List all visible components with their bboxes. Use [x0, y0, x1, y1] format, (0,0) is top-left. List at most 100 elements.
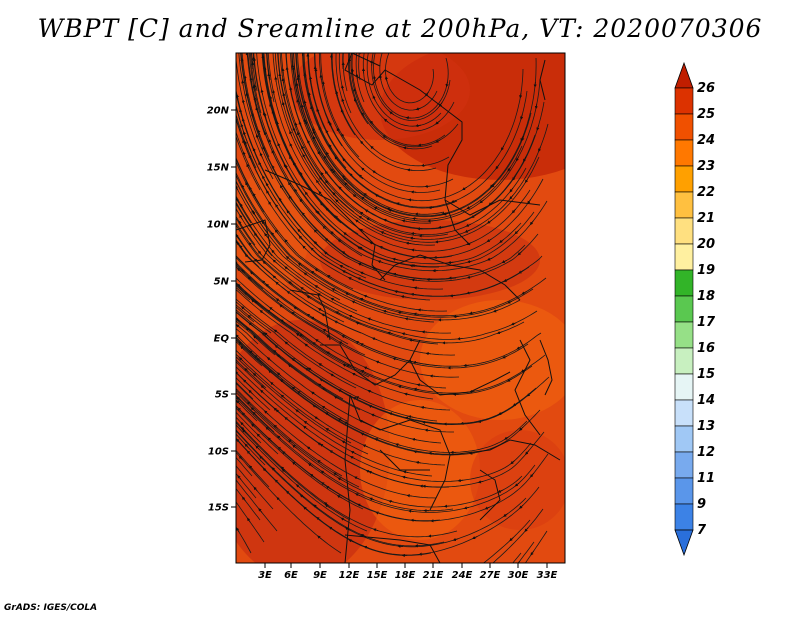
streamline-arrow: [512, 175, 516, 181]
streamline-arrow: [353, 87, 357, 94]
streamline: [236, 472, 257, 499]
streamline-arrow: [303, 72, 307, 79]
streamline-arrow: [287, 364, 293, 368]
streamline-arrow: [369, 497, 375, 501]
streamline-arrow: [261, 220, 266, 226]
colorbar-segment: [674, 399, 694, 427]
streamline-arrow: [292, 444, 297, 449]
streamline-arrow: [238, 220, 242, 226]
streamline-arrow: [357, 246, 363, 250]
lon-tick-label: 12E: [339, 570, 360, 581]
streamline-arrow: [308, 76, 313, 82]
streamline-arrow: [317, 308, 323, 312]
streamline-arrow: [242, 429, 247, 434]
streamline-arrow: [250, 407, 256, 412]
streamline-arrow: [411, 437, 418, 442]
streamline-arrow: [402, 146, 409, 150]
streamline-arrow: [342, 177, 348, 182]
streamline-arrow: [306, 295, 312, 299]
colorbar-label: 26: [697, 81, 715, 96]
streamline-arrow: [236, 527, 240, 533]
streamline-arrow: [346, 364, 352, 368]
streamline-arrow: [254, 232, 258, 238]
streamline-arrow: [534, 103, 538, 110]
streamline-arrow: [389, 111, 394, 116]
latitude-axis: 20N 15N 10N 5N EQ 5S 10S 15S: [207, 106, 236, 514]
streamline: [366, 53, 442, 127]
streamline-arrow: [241, 269, 246, 274]
streamline: [236, 456, 253, 477]
streamline-arrow: [330, 231, 335, 236]
streamline-arrow: [408, 338, 415, 342]
streamline-arrow: [334, 215, 340, 220]
streamline-arrow: [255, 445, 260, 450]
streamline-arrow: [340, 108, 344, 115]
streamline-arrow: [275, 281, 280, 286]
streamline-arrow: [404, 317, 411, 321]
streamline: [277, 53, 355, 213]
streamline-arrow: [471, 214, 477, 218]
streamline: [236, 411, 279, 455]
streamline: [492, 508, 544, 563]
streamline-arrow: [419, 484, 426, 488]
streamline-arrow: [486, 257, 493, 261]
streamline-arrow: [371, 337, 378, 341]
streamline-arrow: [281, 67, 285, 74]
streamline-arrow: [348, 539, 354, 543]
streamline-arrow: [264, 332, 269, 337]
streamline-arrow: [289, 130, 293, 136]
streamline-arrow: [249, 271, 255, 276]
streamline-arrow: [282, 92, 286, 99]
streamline-arrow: [241, 184, 245, 190]
streamline-arrow: [488, 201, 493, 206]
streamline-arrow: [285, 255, 291, 260]
streamline-arrow: [368, 405, 374, 409]
streamline-arrow: [240, 203, 244, 209]
streamline-arrow: [269, 103, 273, 109]
streamline-arrow: [321, 405, 327, 410]
streamline-arrow: [339, 265, 345, 269]
streamline-arrow: [303, 506, 308, 511]
streamline: [241, 53, 270, 158]
streamline-arrow: [361, 112, 365, 118]
streamline-arrow: [353, 476, 360, 480]
streamline-arrow: [295, 82, 299, 89]
streamline-arrow: [499, 239, 504, 244]
streamline-arrow: [301, 212, 306, 217]
streamline-arrow: [355, 321, 361, 325]
colorbar-segment: [674, 87, 694, 115]
streamline-arrow: [299, 198, 304, 204]
streamline: [303, 53, 347, 169]
streamline: [236, 135, 261, 191]
streamline: [236, 239, 260, 268]
colorbar-label: 17: [697, 315, 716, 330]
streamline-arrow: [349, 456, 356, 460]
streamline-arrow: [237, 475, 242, 480]
streamline-arrow: [359, 211, 365, 216]
streamline: [236, 416, 262, 444]
streamline-arrow: [247, 314, 253, 319]
streamline-arrow: [314, 416, 320, 420]
streamline: [252, 53, 440, 268]
streamline-arrow: [401, 219, 408, 223]
streamline-arrow: [509, 537, 514, 542]
streamline-arrow: [284, 341, 290, 346]
streamline-arrow: [519, 92, 523, 99]
streamline: [236, 526, 252, 554]
streamline-arrow: [420, 405, 427, 410]
streamline-arrow: [343, 232, 348, 236]
streamline: [236, 185, 435, 323]
streamline: [236, 340, 263, 367]
streamline-arrow: [251, 299, 256, 304]
streamline-arrow: [312, 130, 316, 136]
streamline-arrow: [307, 139, 311, 146]
streamline: [302, 53, 458, 209]
streamline-arrow: [530, 472, 535, 478]
streamline-arrow: [266, 357, 272, 362]
streamline: [236, 438, 432, 556]
streamline-arrow: [252, 85, 256, 91]
streamline-arrow: [407, 198, 414, 202]
streamline: [262, 53, 453, 259]
streamline-arrow: [325, 428, 331, 432]
streamline-arrow: [295, 484, 301, 489]
